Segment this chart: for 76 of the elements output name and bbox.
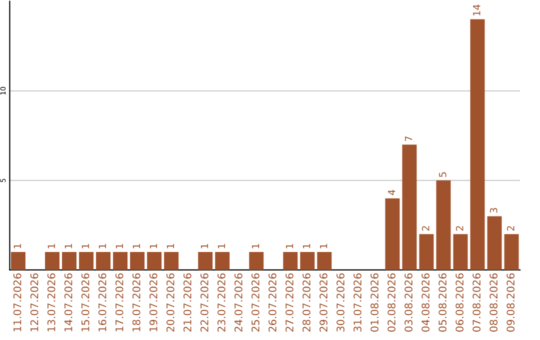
data-label: 1 — [286, 244, 294, 248]
data-label: 1 — [98, 244, 106, 248]
x-tick-label: 21.07.2026 — [183, 273, 192, 332]
x-tick-label: 13.07.2026 — [47, 273, 56, 332]
x-tick-label: 20.07.2026 — [166, 273, 174, 332]
bar — [96, 252, 111, 270]
data-label: 1 — [200, 244, 208, 248]
x-tick-label: 24.07.2026 — [234, 273, 242, 332]
x-tick-label: 09.08.2026 — [506, 273, 515, 332]
bar — [436, 180, 451, 270]
data-label: 2 — [506, 226, 514, 231]
x-tick-label: 18.07.2026 — [132, 273, 140, 332]
bar — [504, 234, 519, 270]
bar — [215, 252, 230, 270]
x-tick-label: 15.07.2026 — [81, 273, 90, 332]
x-tick-label: 14.07.2026 — [64, 273, 72, 332]
x-tick-label: 28.07.2026 — [302, 273, 310, 332]
bar — [198, 252, 213, 270]
x-tick-label: 25.07.2026 — [252, 273, 260, 332]
bar — [249, 252, 264, 270]
x-tick-label: 31.07.2026 — [354, 273, 362, 332]
x-tick-label: 23.07.2026 — [217, 273, 226, 332]
bar — [62, 252, 76, 270]
bar — [147, 252, 162, 270]
data-label: 1 — [48, 244, 55, 248]
x-tick-label: 22.07.2026 — [200, 273, 208, 332]
data-label: 1 — [64, 244, 72, 248]
data-label: 2 — [422, 226, 430, 231]
bar — [164, 252, 179, 270]
data-label: 1 — [320, 244, 328, 248]
x-tick-label: 12.07.2026 — [30, 273, 38, 332]
x-tick-label: 11.07.2026 — [13, 273, 22, 332]
bar — [402, 144, 417, 270]
data-label: 1 — [218, 244, 226, 248]
x-tick-label: 08.08.2026 — [490, 273, 498, 332]
x-tick-label: 03.08.2026 — [404, 273, 412, 332]
x-tick-label: 26.07.2026 — [268, 273, 276, 332]
x-tick-label: 19.07.2026 — [149, 273, 158, 332]
x-tick-label: 29.07.2026 — [320, 273, 328, 332]
x-tick-label: 16.07.2026 — [98, 273, 106, 332]
x-tick-label: 30.07.2026 — [336, 273, 344, 332]
data-label: 1 — [132, 244, 140, 248]
x-tick-label: 06.08.2026 — [456, 273, 464, 332]
data-label: 1 — [150, 244, 157, 248]
x-tick-label: 05.08.2026 — [438, 273, 446, 332]
x-tick-label: 01.08.2026 — [370, 273, 378, 332]
bar — [487, 216, 502, 270]
data-label: 1 — [302, 244, 310, 248]
bar — [10, 252, 26, 270]
bar — [300, 252, 315, 270]
x-tick-label: 07.08.2026 — [472, 273, 481, 332]
bar — [385, 198, 400, 270]
x-tick-label: 17.07.2026 — [115, 273, 124, 332]
data-label: 1 — [252, 244, 260, 248]
bar — [130, 252, 145, 270]
data-label: 4 — [388, 190, 396, 196]
bar — [317, 252, 332, 270]
data-label: 3 — [490, 208, 498, 213]
data-label: 5 — [439, 172, 446, 177]
bar — [283, 252, 298, 270]
data-label: 1 — [116, 244, 123, 248]
x-tick-label: 02.08.2026 — [388, 273, 396, 332]
x-tick-label: 27.07.2026 — [286, 273, 294, 332]
data-label: 7 — [405, 136, 412, 142]
bar — [419, 234, 434, 270]
bar — [453, 234, 468, 270]
bar — [113, 252, 128, 270]
x-tick-label: 04.08.2026 — [422, 273, 430, 332]
data-label: 1 — [82, 244, 89, 248]
bar — [470, 19, 485, 270]
bar — [45, 252, 60, 270]
data-label: 1 — [14, 244, 21, 248]
data-label: 2 — [456, 226, 464, 231]
data-label: 14 — [473, 4, 480, 16]
bar — [79, 252, 94, 270]
data-label: 1 — [166, 244, 174, 248]
